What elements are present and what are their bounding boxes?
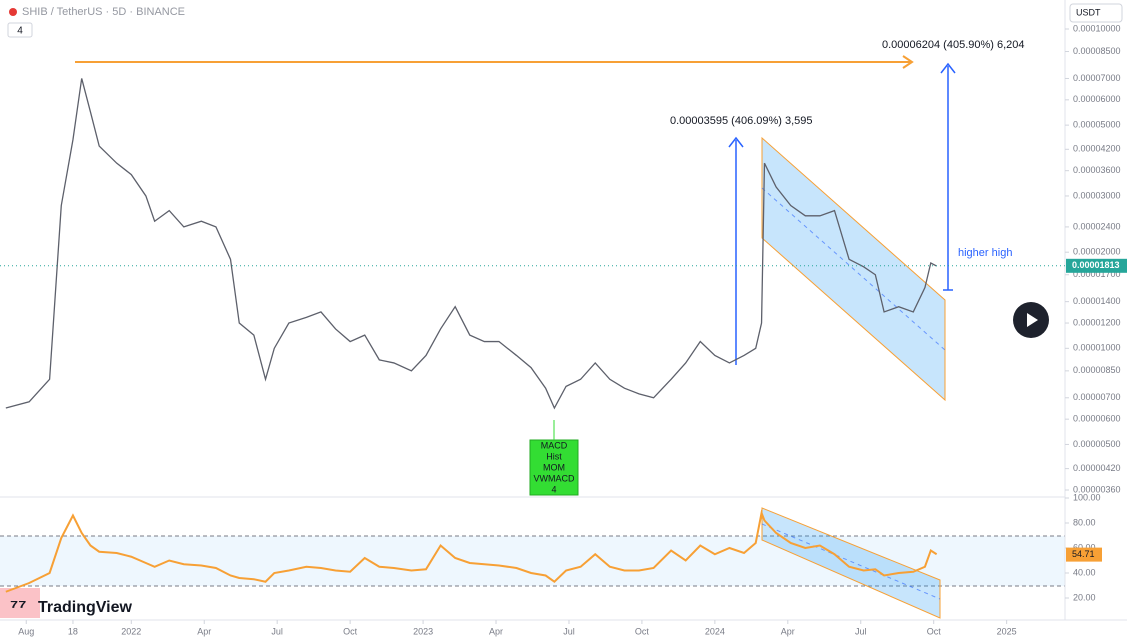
time-tick-label: Jul bbox=[855, 626, 867, 636]
symbol-header: SHIB / TetherUS · 5D · BINANCE bbox=[22, 6, 185, 18]
price-tick-label: 0.00008500 bbox=[1073, 46, 1121, 56]
currency-box[interactable] bbox=[1069, 3, 1123, 23]
marker-text: MACD bbox=[541, 440, 568, 450]
price-tick-label: 0.00000420 bbox=[1073, 463, 1121, 473]
time-tick-label: 18 bbox=[68, 626, 78, 636]
rsi-last-label: 54.71 bbox=[1072, 549, 1095, 559]
price-tick-label: 0.00002400 bbox=[1073, 221, 1121, 231]
time-tick-label: 2025 bbox=[997, 626, 1017, 636]
price-tick-label: 0.00000700 bbox=[1073, 392, 1121, 402]
price-tick-label: 0.00001000 bbox=[1073, 343, 1121, 353]
arrow-head bbox=[728, 136, 744, 148]
time-tick-label: Oct bbox=[635, 626, 650, 636]
symbol-icon bbox=[9, 8, 17, 16]
channel-midline bbox=[761, 187, 946, 351]
price-tick-label: 0.00002000 bbox=[1073, 247, 1121, 257]
time-tick-label: Aug bbox=[18, 626, 34, 636]
price-tick-label: 0.00004200 bbox=[1073, 144, 1121, 154]
price-tick-label: 0.00000600 bbox=[1073, 414, 1121, 424]
price-tick-label: 0.00007000 bbox=[1073, 73, 1121, 83]
time-tick-label: Oct bbox=[343, 626, 358, 636]
time-tick-label: Oct bbox=[927, 626, 942, 636]
time-tick-label: Apr bbox=[781, 626, 795, 636]
arrow-head bbox=[940, 62, 956, 74]
annotation: 0.00006204 (405.90%) 6,204 bbox=[882, 39, 1025, 51]
price-tick-label: 0.00000850 bbox=[1073, 365, 1121, 375]
indicator-count[interactable]: 4 bbox=[17, 26, 23, 37]
time-tick-label: Jul bbox=[271, 626, 283, 636]
time-tick-label: 2022 bbox=[121, 626, 141, 636]
price-tick-label: 0.00000500 bbox=[1073, 439, 1121, 449]
rsi-tick-label: 100.00 bbox=[1073, 492, 1101, 502]
time-tick-label: Apr bbox=[489, 626, 503, 636]
price-tick-label: 0.00006000 bbox=[1073, 94, 1121, 104]
marker-text: MOM bbox=[543, 462, 565, 472]
price-tick-label: 0.00001200 bbox=[1073, 317, 1121, 327]
rsi-tick-label: 40.00 bbox=[1073, 567, 1096, 577]
price-tick-label: 0.00005000 bbox=[1073, 119, 1121, 129]
last-price-label: 0.00001813 bbox=[1072, 260, 1120, 270]
marker-text: Hist bbox=[546, 451, 562, 461]
rsi-band bbox=[0, 536, 1065, 586]
currency[interactable]: USDT bbox=[1076, 7, 1101, 17]
marker-text: VWMACD bbox=[534, 473, 575, 483]
price-tick-label: 0.00010000 bbox=[1073, 23, 1121, 33]
rsi-fill bbox=[0, 588, 40, 618]
price-tick-label: 0.00003600 bbox=[1073, 165, 1121, 175]
last-price-tag bbox=[1066, 258, 1127, 273]
play-icon bbox=[1027, 313, 1038, 327]
time-tick-label: Jul bbox=[563, 626, 575, 636]
drawings: ⁷⁷ bbox=[0, 0, 1127, 621]
price-tick-label: 0.00000360 bbox=[1073, 484, 1121, 494]
rsi-tick-label: 20.00 bbox=[1073, 592, 1096, 602]
indicator-toggle[interactable] bbox=[7, 22, 33, 38]
time-tick-label: 2023 bbox=[413, 626, 433, 636]
marker-box bbox=[529, 439, 579, 496]
rsi-last-tag bbox=[1066, 547, 1102, 562]
annotation: 0.00003595 (406.09%) 3,595 bbox=[670, 115, 813, 127]
rsi-channel-midline bbox=[761, 523, 941, 600]
time-tick-label: Apr bbox=[197, 626, 211, 636]
time-tick-label: 2024 bbox=[705, 626, 725, 636]
rsi-tick-label: 60.00 bbox=[1073, 542, 1096, 552]
logo-mark: ⁷⁷ bbox=[10, 596, 27, 618]
rsi-channel bbox=[761, 507, 941, 619]
rsi-tick-label: 80.00 bbox=[1073, 517, 1096, 527]
price-tick-label: 0.00001700 bbox=[1073, 269, 1121, 279]
marker-text: 4 bbox=[551, 484, 556, 494]
arrow-head bbox=[902, 55, 914, 69]
price-tick-label: 0.00003000 bbox=[1073, 190, 1121, 200]
annotation: higher high bbox=[958, 247, 1012, 259]
price-line bbox=[5, 78, 937, 410]
price-tick-label: 0.00001400 bbox=[1073, 296, 1121, 306]
branding: TradingView bbox=[38, 599, 133, 616]
rsi-line bbox=[5, 509, 938, 593]
